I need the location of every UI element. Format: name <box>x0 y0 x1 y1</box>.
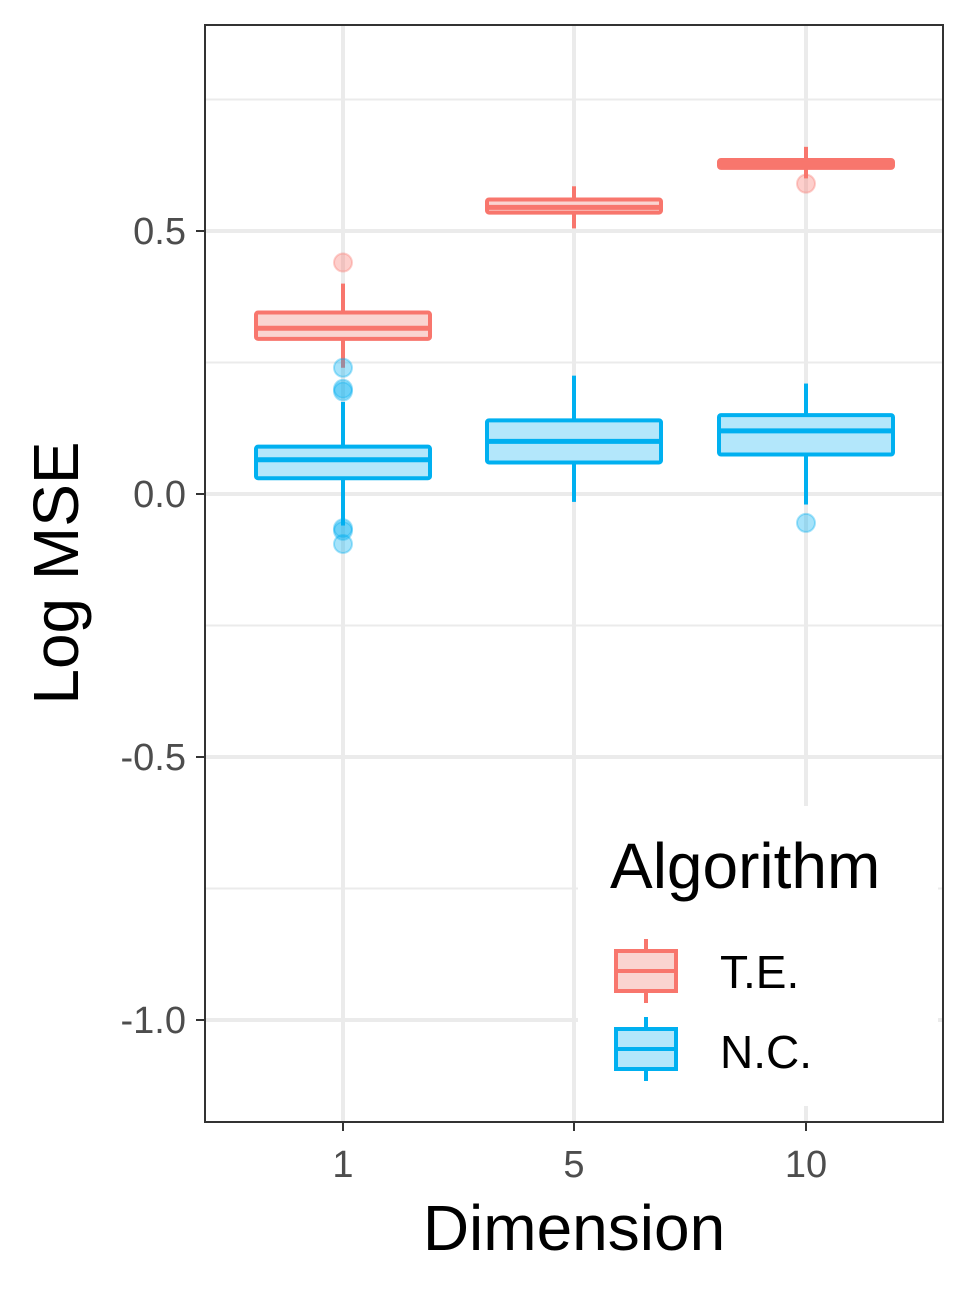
outlier-point <box>333 518 353 539</box>
x-tick-label: 5 <box>563 1144 584 1186</box>
legend: Algorithm T.E. N.C. <box>578 806 938 1106</box>
outlier-point <box>333 381 353 402</box>
series-nc <box>254 357 895 554</box>
outlier-point <box>333 357 353 378</box>
x-axis-ticks: 1 5 10 <box>332 1122 827 1186</box>
legend-label-te: T.E. <box>720 946 799 998</box>
box-iqr <box>254 444 432 481</box>
x-tick-label: 10 <box>785 1144 827 1186</box>
major-gridlines <box>205 25 943 1122</box>
outlier-point <box>333 520 353 541</box>
legend-label-nc: N.C. <box>720 1026 812 1078</box>
y-axis-title: Log MSE <box>20 441 92 704</box>
outlier-point <box>333 533 353 554</box>
box-series <box>254 146 895 554</box>
y-tick-label: -1.0 <box>121 1000 186 1042</box>
series-te <box>254 146 895 368</box>
outlier-point <box>796 173 816 194</box>
y-tick-label: 0.0 <box>133 474 186 516</box>
outlier-point <box>796 512 816 533</box>
y-tick-label: -0.5 <box>121 737 186 779</box>
y-axis-ticks: -1.0 -0.5 0.0 0.5 <box>121 211 205 1042</box>
box-iqr <box>254 310 432 341</box>
x-axis-title: Dimension <box>423 1192 725 1264</box>
box-iqr <box>717 413 895 457</box>
legend-title: Algorithm <box>610 830 880 902</box>
legend-keys <box>614 939 678 1081</box>
x-tick-label: 1 <box>332 1144 353 1186</box>
outlier-point <box>333 378 353 399</box>
outlier-point <box>333 252 353 273</box>
y-tick-label: 0.5 <box>133 211 186 253</box>
